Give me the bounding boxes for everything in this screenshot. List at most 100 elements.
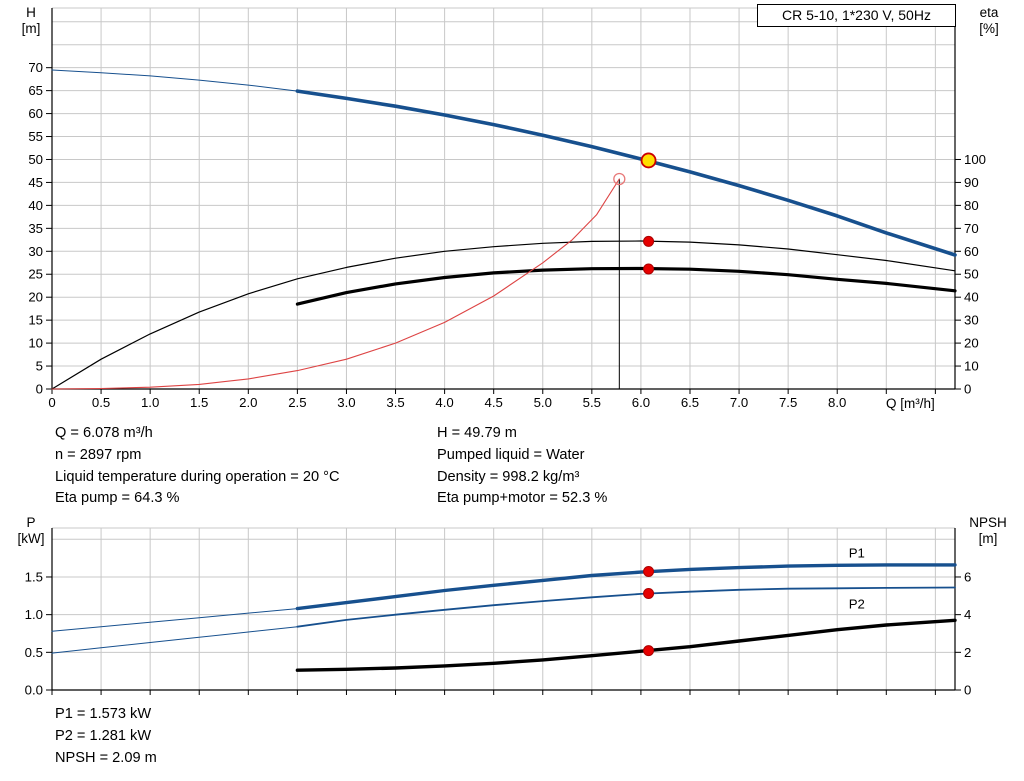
q-axis-label: Q [m³/h] <box>886 396 935 411</box>
x-tick-label: 5.0 <box>534 395 552 410</box>
axis-label-line: H <box>26 5 36 20</box>
y-tick-label-right: 20 <box>964 336 979 351</box>
x-tick-label: 2.0 <box>239 395 257 410</box>
y-tick-label-right: 6 <box>964 569 971 584</box>
duty-point-p1 <box>643 565 655 577</box>
x-tick-label: 2.5 <box>288 395 306 410</box>
y-tick-label-left: 1.0 <box>25 607 43 622</box>
y-tick-label-left: 35 <box>28 221 43 236</box>
y-tick-label-right: 2 <box>964 645 971 660</box>
y-tick-label-left: 65 <box>28 83 43 98</box>
axis-label-line: [%] <box>979 21 999 36</box>
x-tick-label: 7.5 <box>779 395 797 410</box>
x-tick-label: 1.5 <box>190 395 208 410</box>
npsh-curve <box>295 618 957 672</box>
y-tick-label-right: 0 <box>964 382 971 397</box>
info-line: Density = 998.2 kg/m³ <box>437 468 580 485</box>
info-line: H = 49.79 m <box>437 425 517 441</box>
p1-curve <box>51 608 298 632</box>
duty-point-qh <box>640 152 657 169</box>
y-tick-label-left: 15 <box>28 313 43 328</box>
duty-point-p2 <box>643 587 655 599</box>
info-line: P2 = 1.281 kW <box>55 727 152 744</box>
reference-point-open <box>613 172 626 186</box>
y-tick-label-left: 0 <box>36 382 43 397</box>
series-label-P1: P1 <box>849 545 865 560</box>
y-tick-label-right: 40 <box>964 290 979 305</box>
power-info: P1 = 1.573 kW P2 = 1.281 kW NPSH = 2.09 … <box>55 704 157 769</box>
y-tick-label-right: 80 <box>964 198 979 213</box>
axis-label-line: [kW] <box>17 531 45 546</box>
y-tick-label-left: 1.5 <box>25 569 43 584</box>
x-tick-label: 6.0 <box>632 395 650 410</box>
y-tick-label-left: 10 <box>28 336 43 351</box>
y-tick-label-left: 50 <box>28 152 43 167</box>
y-tick-label-right: 4 <box>964 607 971 622</box>
pump-model-title-box: CR 5-10, 1*230 V, 50Hz <box>757 4 956 27</box>
y-tick-label-right: 70 <box>964 221 979 236</box>
axis-label-line: P <box>26 515 36 530</box>
y-tick-label-right: 0 <box>964 683 971 698</box>
npsh-axis-label: NPSH [m] <box>956 515 1020 547</box>
duty-info-right: H = 49.79 m Pumped liquid = Water Densit… <box>437 423 607 510</box>
y-tick-label-right: 30 <box>964 313 979 328</box>
p2-curve <box>51 626 298 654</box>
y-tick-label-right: 60 <box>964 244 979 259</box>
y-tick-label-left: 5 <box>36 359 43 374</box>
info-line: Liquid temperature during operation = 20… <box>55 468 340 485</box>
duty-info-left: Q = 6.078 m³/h n = 2897 rpm Liquid tempe… <box>55 423 340 510</box>
x-tick-label: 3.0 <box>337 395 355 410</box>
qh-chart: 0 0.5 1.0 1.5 2.0 2.5 3.0 3.5 4.0 4.5 5.0 5.5 6.0 6.5… <box>28 7 986 410</box>
info-line: Pumped liquid = Water <box>437 446 585 463</box>
info-line: P1 = 1.573 kW <box>55 706 152 722</box>
x-tick-label: 1.0 <box>141 395 159 410</box>
eta-axis-label: eta [%] <box>966 5 1012 37</box>
p1-curve <box>295 563 957 611</box>
x-tick-label: 4.5 <box>485 395 503 410</box>
y-tick-label-left: 60 <box>28 106 43 121</box>
x-tick-label: 3.5 <box>386 395 404 410</box>
x-tick-label: 5.5 <box>583 395 601 410</box>
red-curve <box>51 178 620 390</box>
power-chart: 0.0 0.5 1.0 1.5 0 2 4 6 P1 P2 <box>25 527 971 698</box>
axis-label-line: eta <box>979 5 999 20</box>
y-tick-label-left: 40 <box>28 198 43 213</box>
y-tick-label-right: 90 <box>964 175 979 190</box>
y-tick-label-left: 30 <box>28 244 43 259</box>
x-tick-label: 7.0 <box>730 395 748 410</box>
x-tick-label: 8.0 <box>828 395 846 410</box>
x-tick-label: 4.0 <box>435 395 453 410</box>
eta-pump-motor-curve <box>295 266 957 306</box>
duty-point-npsh <box>643 645 655 657</box>
eta-pump-curve <box>51 240 956 390</box>
qh-curve <box>51 69 298 92</box>
y-tick-label-right: 100 <box>964 152 986 167</box>
y-tick-label-left: 70 <box>28 60 43 75</box>
series-label-P2: P2 <box>849 597 865 612</box>
x-tick-label: 0.5 <box>92 395 110 410</box>
axis-label-line: NPSH <box>969 515 1007 530</box>
y-tick-label-left: 0.5 <box>25 645 43 660</box>
duty-point-eta-pump <box>643 235 655 247</box>
duty-point-eta-pump-motor <box>643 263 655 275</box>
y-tick-label-left: 0.0 <box>25 683 43 698</box>
p2-curve <box>296 586 956 628</box>
info-line: n = 2897 rpm <box>55 446 142 463</box>
info-line: Eta pump = 64.3 % <box>55 490 180 507</box>
y-tick-label-left: 45 <box>28 175 43 190</box>
info-line: Q = 6.078 m³/h <box>55 425 153 441</box>
y-tick-label-left: 20 <box>28 290 43 305</box>
axis-label-line: [m] <box>978 531 998 546</box>
y-tick-label-right: 50 <box>964 267 979 282</box>
axis-label-line: [m] <box>21 21 41 36</box>
y-tick-label-right: 10 <box>964 359 979 374</box>
x-tick-label: 0 <box>48 395 55 410</box>
y-tick-label-left: 55 <box>28 129 43 144</box>
p-axis-label: P [kW] <box>8 515 54 547</box>
y-tick-label-left: 25 <box>28 267 43 282</box>
info-line: NPSH = 2.09 m <box>55 749 157 766</box>
h-axis-label: H [m] <box>10 5 52 37</box>
qh-curve <box>295 89 957 257</box>
